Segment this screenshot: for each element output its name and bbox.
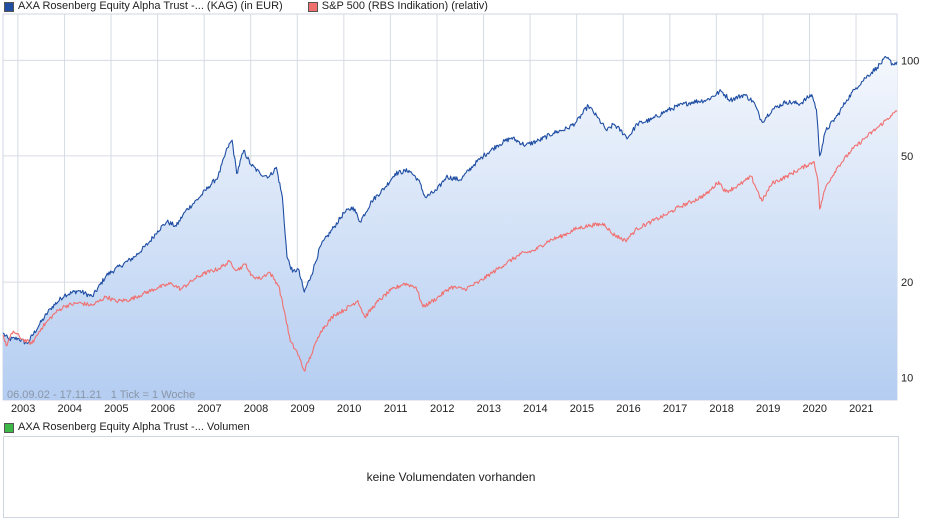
x-tick-label: 2019 [756, 403, 780, 415]
x-tick-label: 2012 [430, 403, 454, 415]
x-tick-label: 2021 [849, 403, 873, 415]
x-tick-label: 2005 [104, 403, 128, 415]
x-tick-label: 2007 [197, 403, 221, 415]
x-tick-label: 2004 [58, 403, 82, 415]
x-tick-label: 2013 [477, 403, 501, 415]
volume-panel: keine Volumendaten vorhanden [3, 436, 899, 518]
volume-empty-message: keine Volumendaten vorhanden [366, 470, 536, 484]
x-tick-label: 2017 [663, 403, 687, 415]
legend-item-volume[interactable]: AXA Rosenberg Equity Alpha Trust -... Vo… [4, 421, 250, 434]
legend-swatch-fund [4, 1, 14, 12]
legend-label-volume: AXA Rosenberg Equity Alpha Trust -... Vo… [18, 421, 250, 433]
range-info: 06.09.02 - 17.11.21 1 Tick = 1 Woche [7, 389, 195, 401]
x-tick-label: 2011 [384, 403, 408, 415]
series-line-sp500 [2, 110, 898, 372]
x-tick-label: 2010 [337, 403, 361, 415]
x-tick-label: 2006 [151, 403, 175, 415]
line-layer [2, 55, 898, 372]
x-tick-label: 2008 [244, 403, 268, 415]
x-tick-label: 2015 [570, 403, 594, 415]
volume-legend: AXA Rosenberg Equity Alpha Trust -... Vo… [4, 421, 272, 435]
y-tick-label: 100 [901, 55, 919, 67]
y-tick-label: 10 [901, 373, 913, 385]
legend-label-fund: AXA Rosenberg Equity Alpha Trust -... (K… [18, 0, 283, 12]
x-axis: 2003 2004 2005 2006 2007 2008 2009 2010 2011 2012… [11, 403, 874, 415]
y-axis: 10 20 50 100 [901, 55, 919, 384]
y-tick-label: 50 [901, 151, 913, 163]
series-line-fund [2, 55, 898, 345]
y-tick-label: 20 [901, 277, 913, 289]
x-tick-label: 2014 [523, 403, 547, 415]
legend-swatch-sp500 [307, 1, 318, 12]
series-area-fund [3, 56, 897, 401]
legend-label-sp500: S&P 500 (RBS Indikation) (relativ) [321, 0, 488, 12]
x-tick-label: 2003 [11, 403, 35, 415]
x-tick-label: 2016 [616, 403, 640, 415]
area-layer [3, 56, 897, 401]
legend-item-fund[interactable]: AXA Rosenberg Equity Alpha Trust -... (K… [4, 0, 283, 13]
x-tick-label: 2018 [709, 403, 733, 415]
legend-swatch-volume [4, 422, 14, 433]
x-tick-label: 2020 [803, 403, 827, 415]
legend-item-sp500[interactable]: S&P 500 (RBS Indikation) (relativ) [307, 0, 488, 13]
main-legend: AXA Rosenberg Equity Alpha Trust -... (K… [4, 0, 510, 14]
x-tick-label: 2009 [290, 403, 314, 415]
